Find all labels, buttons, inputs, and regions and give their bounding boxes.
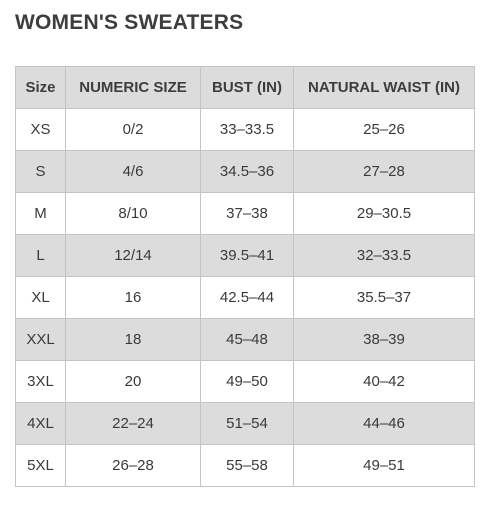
cell-bust: 45–48 [200, 318, 294, 361]
cell-natural-waist: 38–39 [293, 318, 475, 361]
cell-size: XL [15, 276, 66, 319]
size-chart-table: Size NUMERIC SIZE BUST (IN) NATURAL WAIS… [15, 66, 475, 487]
cell-size: XXL [15, 318, 66, 361]
cell-natural-waist: 32–33.5 [293, 234, 475, 277]
cell-bust: 34.5–36 [200, 150, 294, 193]
cell-bust: 33–33.5 [200, 108, 294, 151]
cell-bust: 49–50 [200, 360, 294, 403]
cell-numeric-size: 26–28 [65, 444, 201, 487]
cell-natural-waist: 49–51 [293, 444, 475, 487]
cell-size: L [15, 234, 66, 277]
cell-numeric-size: 16 [65, 276, 201, 319]
cell-natural-waist: 40–42 [293, 360, 475, 403]
cell-natural-waist: 35.5–37 [293, 276, 475, 319]
cell-bust: 51–54 [200, 402, 294, 445]
table-row: XL 16 42.5–44 35.5–37 [15, 276, 475, 319]
header-natural-waist: NATURAL WAIST (IN) [293, 66, 475, 109]
table-row: 4XL 22–24 51–54 44–46 [15, 402, 475, 445]
table-row: 3XL 20 49–50 40–42 [15, 360, 475, 403]
cell-numeric-size: 18 [65, 318, 201, 361]
page-title: WOMEN'S SWEATERS [15, 11, 244, 34]
cell-numeric-size: 20 [65, 360, 201, 403]
header-size: Size [15, 66, 66, 109]
table-row: 5XL 26–28 55–58 49–51 [15, 444, 475, 487]
cell-numeric-size: 22–24 [65, 402, 201, 445]
table-row: S 4/6 34.5–36 27–28 [15, 150, 475, 193]
cell-bust: 55–58 [200, 444, 294, 487]
cell-size: 3XL [15, 360, 66, 403]
table-row: L 12/14 39.5–41 32–33.5 [15, 234, 475, 277]
table-row: XXL 18 45–48 38–39 [15, 318, 475, 361]
table-row: XS 0/2 33–33.5 25–26 [15, 108, 475, 151]
cell-natural-waist: 44–46 [293, 402, 475, 445]
cell-numeric-size: 8/10 [65, 192, 201, 235]
header-numeric-size: NUMERIC SIZE [65, 66, 201, 109]
cell-natural-waist: 27–28 [293, 150, 475, 193]
cell-size: 5XL [15, 444, 66, 487]
cell-bust: 37–38 [200, 192, 294, 235]
cell-size: S [15, 150, 66, 193]
cell-numeric-size: 12/14 [65, 234, 201, 277]
cell-bust: 39.5–41 [200, 234, 294, 277]
header-bust: BUST (IN) [200, 66, 294, 109]
cell-bust: 42.5–44 [200, 276, 294, 319]
cell-natural-waist: 29–30.5 [293, 192, 475, 235]
cell-natural-waist: 25–26 [293, 108, 475, 151]
cell-size: M [15, 192, 66, 235]
cell-size: 4XL [15, 402, 66, 445]
table-header-row: Size NUMERIC SIZE BUST (IN) NATURAL WAIS… [15, 66, 475, 109]
cell-size: XS [15, 108, 66, 151]
table-row: M 8/10 37–38 29–30.5 [15, 192, 475, 235]
cell-numeric-size: 4/6 [65, 150, 201, 193]
cell-numeric-size: 0/2 [65, 108, 201, 151]
